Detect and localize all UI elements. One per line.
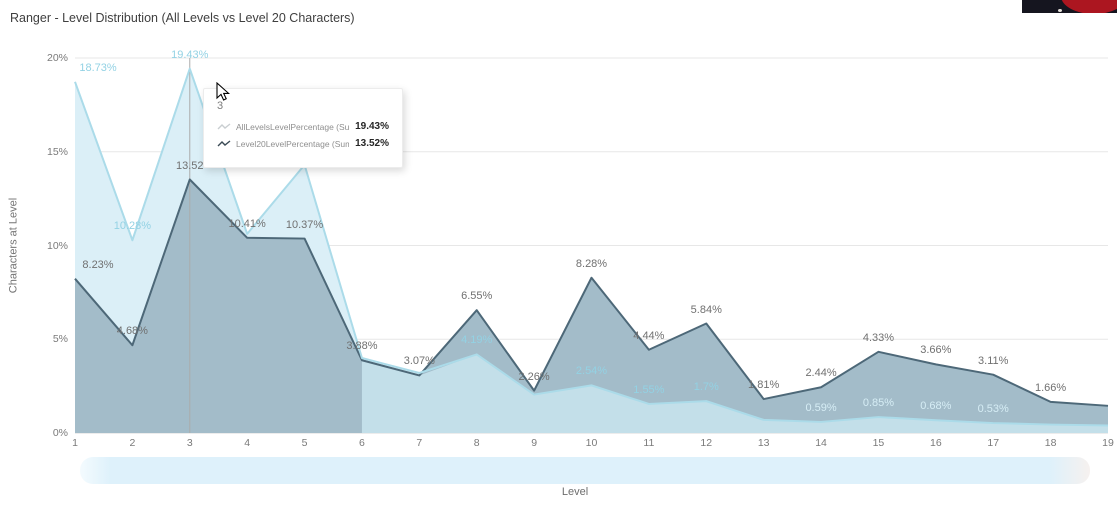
tooltip-row-level20: Level20LevelPercentage (Sum) 13.52% xyxy=(217,138,389,149)
level20-series-icon xyxy=(217,139,231,146)
x-tick-label: 6 xyxy=(359,437,365,449)
y-tick-label: 15% xyxy=(46,145,68,158)
x-tick-label: 1 xyxy=(72,437,78,449)
webcam-highlight xyxy=(1058,9,1062,12)
y-tick-label: 10% xyxy=(46,239,68,252)
series-overlap-area xyxy=(361,354,1108,433)
y-tick-label: 20% xyxy=(46,52,68,64)
y-axis-title: Characters at Level xyxy=(7,197,20,294)
alllevels-line xyxy=(74,67,1109,427)
x-tick-label: 14 xyxy=(815,437,827,449)
x-tick-label: 9 xyxy=(531,437,538,449)
chart-tooltip: 3 AllLevelsLevelPercentage (Sum) 19.43% … xyxy=(203,88,403,168)
level20-line xyxy=(74,178,1109,407)
webcam-overlay[interactable] xyxy=(1022,0,1117,13)
x-tick-label: 11 xyxy=(643,437,655,449)
tooltip-series-value: 13.52% xyxy=(355,138,389,149)
x-tick-label: 2 xyxy=(129,437,136,449)
chart-title: Ranger - Level Distribution (All Levels … xyxy=(10,11,355,25)
tooltip-series-name: Level20LevelPercentage (Sum) xyxy=(236,138,350,149)
x-axis-scrollbar[interactable] xyxy=(80,457,1090,484)
x-tick-label: 4 xyxy=(244,437,251,449)
x-tick-label: 16 xyxy=(929,437,942,449)
y-tick-label: 0% xyxy=(52,427,68,439)
x-tick-label: 19 xyxy=(1102,437,1114,449)
y-tick-label: 5% xyxy=(52,333,68,346)
webcam-red-shape xyxy=(1061,0,1117,13)
tooltip-series-value: 19.43% xyxy=(355,121,389,132)
x-tick-label: 5 xyxy=(301,437,308,449)
x-tick-label: 8 xyxy=(473,437,480,449)
tooltip-row-alllevels: AllLevelsLevelPercentage (Sum) 19.43% xyxy=(217,121,389,132)
x-tick-label: 17 xyxy=(987,437,1000,449)
x-tick-label: 10 xyxy=(585,437,598,449)
tooltip-category: 3 xyxy=(217,100,224,112)
x-tick-label: 7 xyxy=(416,437,423,449)
x-axis-title: Level xyxy=(561,486,589,498)
x-tick-label: 18 xyxy=(1044,437,1057,449)
tooltip-series-name: AllLevelsLevelPercentage (Sum) xyxy=(236,121,350,132)
alllevels-series-icon xyxy=(217,122,231,129)
x-tick-label: 15 xyxy=(872,437,885,449)
x-tick-label: 12 xyxy=(700,437,713,449)
x-tick-label: 13 xyxy=(757,437,770,449)
x-tick-label: 3 xyxy=(186,437,193,449)
mouse-cursor-icon xyxy=(216,82,231,101)
